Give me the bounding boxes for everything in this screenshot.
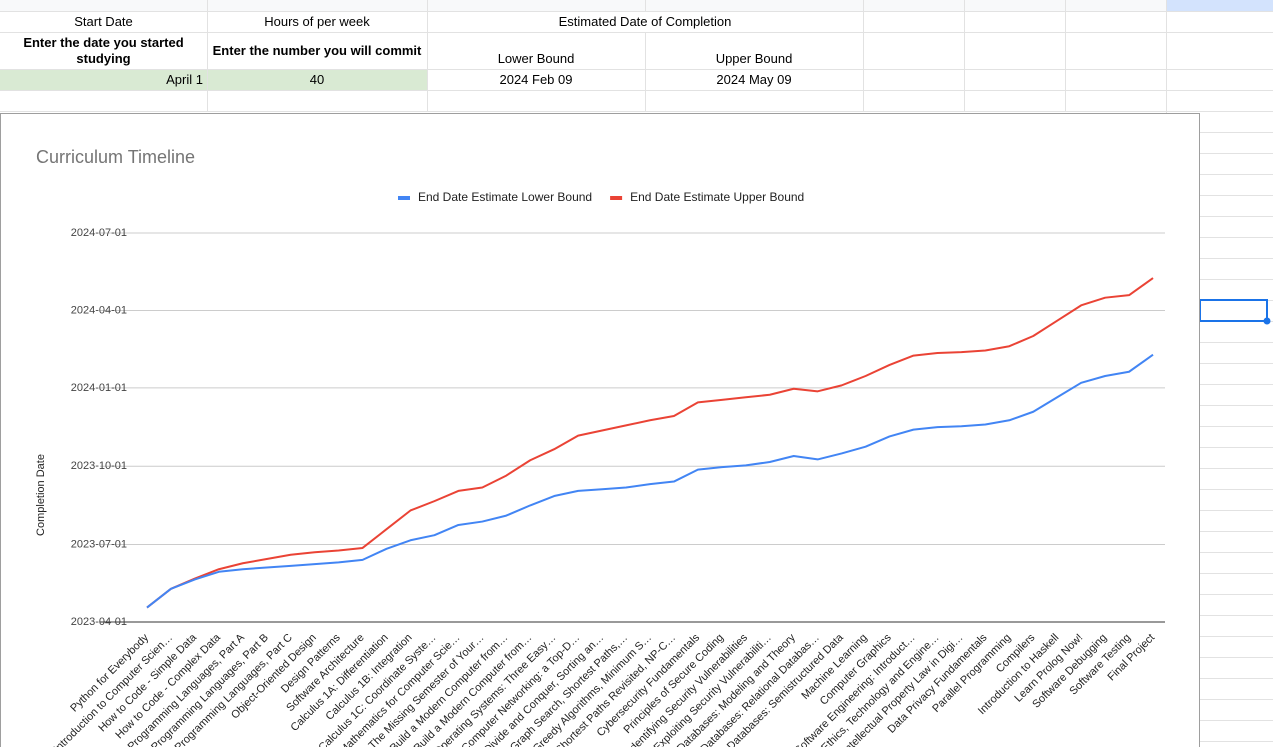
cell[interactable]: April 1 [166, 71, 203, 87]
cell[interactable]: Enter the date you started studying [23, 34, 184, 66]
series-line [146, 277, 1154, 609]
cell[interactable]: 2024 May 09 [716, 71, 792, 87]
selected-cell[interactable] [1199, 299, 1268, 322]
cell[interactable]: 40 [309, 71, 325, 87]
y-axis-label: Completion Date [35, 454, 47, 536]
selected-column-header[interactable] [1166, 0, 1273, 11]
cell[interactable]: Enter the number you will commit [212, 42, 422, 58]
y-tick-label: 2024-07-01 [71, 227, 127, 239]
merged-cell[interactable]: Estimated Date of Completion [558, 13, 732, 29]
fill-handle[interactable] [1263, 317, 1271, 325]
input-cell-bg [207, 69, 427, 90]
chart-title: Curriculum Timeline [36, 147, 195, 167]
cell[interactable]: Start Date [74, 13, 133, 29]
cell[interactable]: 2024 Feb 09 [499, 71, 573, 87]
cell[interactable]: Lower Bound [497, 51, 575, 66]
column-header [0, 0, 1273, 11]
legend-label: End Date Estimate Lower Bound [418, 190, 592, 204]
input-cell-bg [0, 69, 207, 90]
cell[interactable]: Hours of per week [264, 13, 370, 29]
y-tick-label: 2023-10-01 [71, 460, 127, 472]
y-tick-label: 2023-07-01 [71, 538, 127, 550]
legend-label: End Date Estimate Upper Bound [630, 190, 804, 204]
y-tick-label: 2024-04-01 [71, 304, 127, 316]
y-tick-label: 2024-01-01 [71, 382, 127, 394]
series-line [146, 353, 1154, 609]
y-tick-label: 2023-04-01 [71, 616, 127, 628]
chart[interactable]: Curriculum Timeline Completion Date 2023… [0, 113, 1200, 747]
cell[interactable]: Upper Bound [715, 51, 793, 66]
